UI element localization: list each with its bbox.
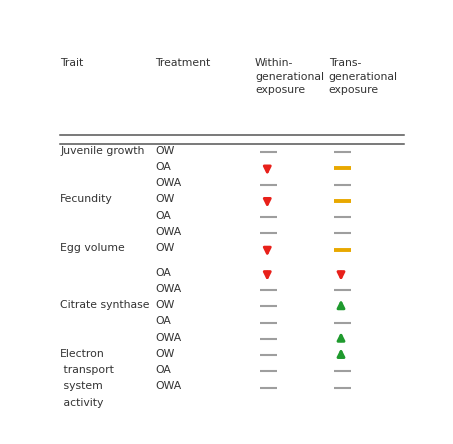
Text: OW: OW [155, 300, 174, 310]
Text: OWA: OWA [155, 284, 181, 294]
Text: Egg volume: Egg volume [60, 243, 125, 253]
Text: OW: OW [155, 349, 174, 359]
Text: OW: OW [155, 194, 174, 204]
Text: Fecundity: Fecundity [60, 194, 113, 204]
Text: OWA: OWA [155, 333, 181, 343]
Text: OWA: OWA [155, 227, 181, 237]
Text: Juvenile growth: Juvenile growth [60, 146, 145, 156]
Text: OA: OA [155, 365, 171, 375]
Text: OWA: OWA [155, 381, 181, 391]
Text: Trait: Trait [60, 59, 83, 68]
Text: Citrate synthase: Citrate synthase [60, 300, 149, 310]
Text: OA: OA [155, 162, 171, 172]
Text: Within-
generational
exposure: Within- generational exposure [255, 59, 324, 95]
Text: OA: OA [155, 210, 171, 221]
Text: Electron: Electron [60, 349, 105, 359]
Text: OA: OA [155, 268, 171, 278]
Text: OW: OW [155, 146, 174, 156]
Text: transport: transport [60, 365, 114, 375]
Text: activity: activity [60, 397, 104, 408]
Text: OWA: OWA [155, 178, 181, 188]
Text: Treatment: Treatment [155, 59, 210, 68]
Text: OW: OW [155, 243, 174, 253]
Text: system: system [60, 381, 103, 391]
Text: OA: OA [155, 316, 171, 326]
Text: Trans-
generational
exposure: Trans- generational exposure [329, 59, 398, 95]
